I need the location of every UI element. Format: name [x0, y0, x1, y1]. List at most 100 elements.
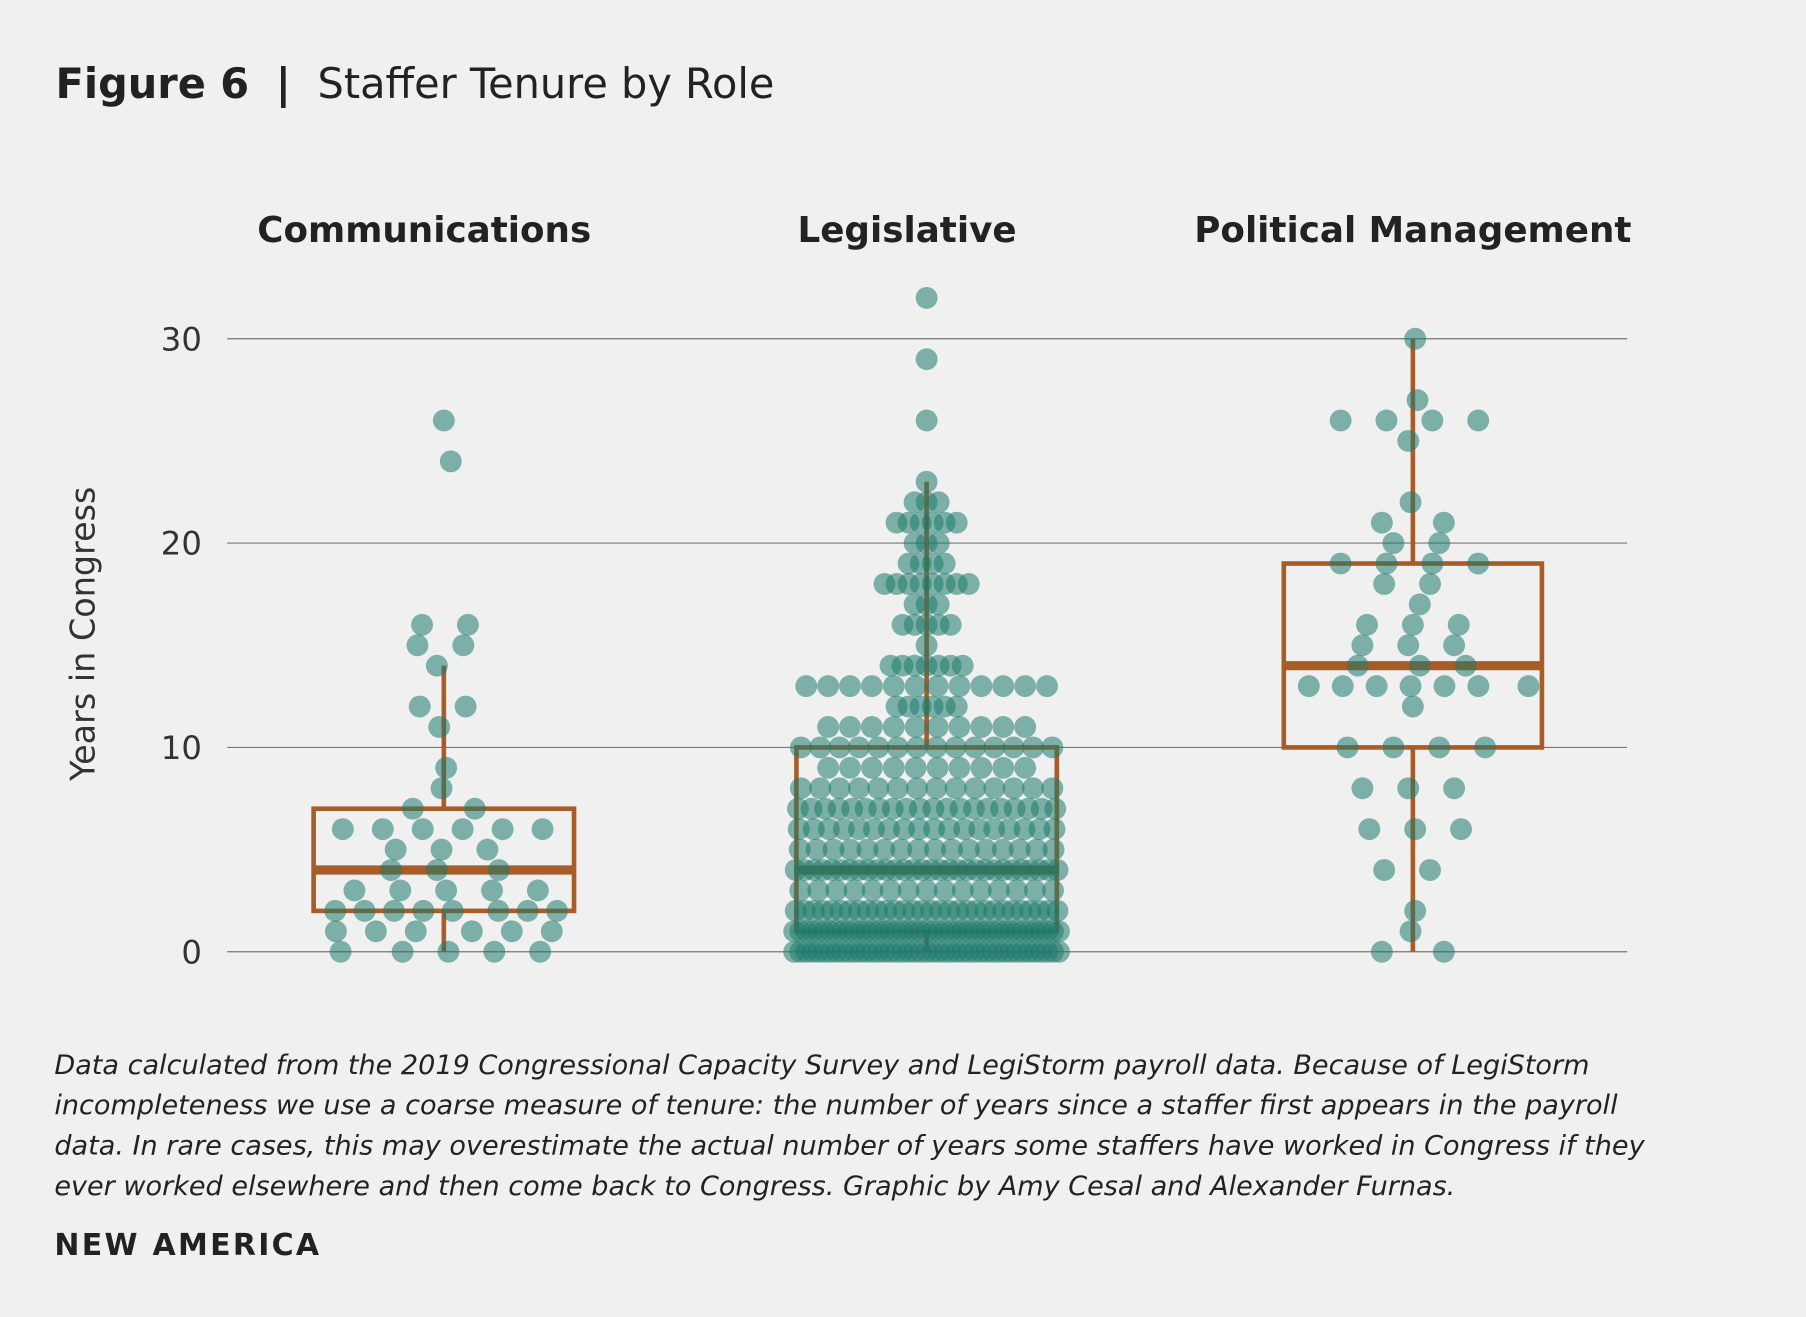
- data-point: [437, 940, 460, 963]
- iqr-box: [1281, 561, 1545, 750]
- data-point: [1351, 777, 1374, 800]
- data-point: [890, 838, 913, 861]
- data-point: [789, 777, 812, 800]
- data-point: [435, 756, 458, 779]
- data-point: [907, 838, 930, 861]
- category-label: Communications: [257, 210, 591, 251]
- data-point: [1404, 818, 1427, 841]
- data-point: [1046, 859, 1069, 881]
- data-point: [1005, 879, 1028, 902]
- data-point: [454, 695, 477, 718]
- data-point: [809, 736, 832, 759]
- data-point: [948, 756, 971, 779]
- data-point: [1433, 675, 1456, 698]
- data-point: [924, 838, 947, 861]
- data-point: [906, 777, 928, 800]
- data-point: [1356, 613, 1378, 636]
- data-point: [1013, 818, 1036, 841]
- data-point: [817, 675, 840, 698]
- data-point: [882, 756, 905, 779]
- data-point: [1370, 940, 1393, 963]
- data-point: [425, 654, 448, 677]
- caption: Data calculated from the 2019 Congressio…: [54, 1050, 1645, 1202]
- data-point: [1008, 838, 1031, 861]
- data-point: [817, 716, 840, 738]
- data-point: [1419, 573, 1441, 595]
- data-point: [927, 532, 950, 555]
- data-point: [847, 818, 870, 841]
- data-point: [380, 859, 403, 881]
- data-point: [878, 818, 900, 841]
- data-point: [411, 613, 434, 636]
- data-point: [944, 736, 967, 759]
- data-point: [933, 879, 956, 902]
- data-point: [893, 818, 916, 841]
- data-point: [992, 756, 1015, 779]
- data-point: [1365, 675, 1388, 698]
- data-point: [1404, 327, 1427, 350]
- data-point: [500, 920, 523, 943]
- y-tick-label: 0: [181, 933, 202, 971]
- data-point: [1474, 736, 1497, 759]
- data-point: [487, 899, 510, 922]
- data-point: [1329, 409, 1352, 432]
- data-point: [481, 879, 503, 902]
- data-point: [1028, 818, 1051, 841]
- data-point: [945, 511, 968, 534]
- data-point: [452, 634, 475, 657]
- data-point: [867, 736, 890, 759]
- data-point: [1036, 675, 1058, 698]
- data-point: [923, 818, 946, 841]
- data-point: [1023, 879, 1046, 902]
- data-point: [843, 879, 866, 902]
- data-point: [860, 756, 883, 779]
- data-point: [802, 818, 825, 841]
- data-point: [1428, 736, 1451, 759]
- data-point: [1331, 675, 1354, 698]
- data-point: [439, 450, 462, 473]
- data-point: [915, 286, 938, 309]
- data-point: [1443, 634, 1466, 657]
- data-point: [408, 695, 431, 718]
- data-point: [540, 920, 563, 943]
- data-point: [1041, 736, 1064, 759]
- data-point: [886, 777, 909, 800]
- data-point: [1443, 777, 1466, 800]
- category-label: Political Management: [1194, 210, 1631, 251]
- data-point: [856, 838, 879, 861]
- y-tick-label: 30: [161, 320, 202, 358]
- data-point: [953, 818, 976, 841]
- data-point: [1450, 818, 1472, 841]
- data-point: [1401, 613, 1424, 636]
- data-point: [927, 491, 950, 514]
- data-point: [969, 879, 992, 902]
- data-point: [1043, 818, 1066, 841]
- data-point: [1022, 777, 1044, 800]
- data-point: [839, 675, 861, 698]
- data-point: [809, 777, 832, 800]
- data-point: [1382, 532, 1405, 555]
- data-point: [882, 716, 905, 738]
- data-point: [828, 777, 851, 800]
- data-point: [383, 899, 405, 922]
- data-point: [789, 879, 812, 902]
- data-point: [1399, 920, 1422, 943]
- data-point: [926, 675, 949, 698]
- data-point: [992, 716, 1015, 738]
- data-point: [1467, 675, 1490, 698]
- data-point: [412, 899, 435, 922]
- data-point: [788, 838, 811, 861]
- data-point: [1399, 675, 1422, 698]
- data-point: [915, 348, 938, 371]
- data-point: [1397, 634, 1420, 657]
- data-point: [1014, 675, 1037, 698]
- data-point: [992, 675, 1015, 698]
- y-tick-label: 10: [161, 729, 202, 767]
- data-point: [343, 879, 366, 902]
- caption-line: ever worked elsewhere and then come back…: [54, 1171, 1455, 1202]
- data-point: [364, 920, 387, 943]
- data-point: [1346, 654, 1369, 677]
- data-point: [391, 940, 414, 963]
- data-point: [1375, 552, 1398, 575]
